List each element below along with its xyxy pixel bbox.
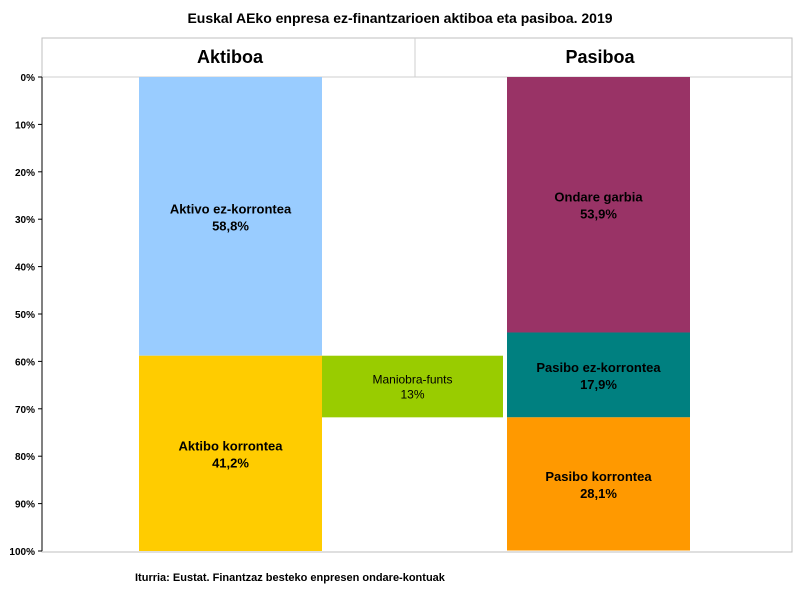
segment-value-label: 53,9% (580, 207, 617, 222)
chart-title: Euskal AEko enpresa ez-finantzarioen akt… (187, 10, 613, 26)
source-note: Iturria: Eustat. Finantzaz besteko enpre… (135, 572, 445, 584)
segment-label: Pasibo korrontea (545, 469, 652, 484)
column-header-pasiboa: Pasiboa (565, 47, 635, 67)
segment-value-label: 17,9% (580, 377, 617, 392)
y-tick-label: 20% (15, 168, 35, 179)
y-tick-label: 60% (15, 357, 35, 368)
bar-pasibo-ez-korrontea (507, 332, 690, 418)
bars (139, 77, 690, 551)
bridge-value-label: 13% (400, 388, 424, 402)
y-tick-label: 70% (15, 405, 35, 416)
segment-label: Aktivo ez-korrontea (170, 201, 292, 216)
y-tick-label: 80% (15, 452, 35, 463)
y-tick-label: 90% (15, 500, 35, 511)
y-axis: 0% 10% 20% 30% 40% 50% 60% 70% 80% 90% 100% (9, 73, 43, 558)
y-tick-label: 100% (9, 547, 35, 558)
column-header-aktiboa: Aktiboa (197, 47, 264, 67)
bar-pasibo-korrontea (507, 417, 690, 551)
bar-ondare-garbia (507, 77, 690, 333)
segment-labels: Aktivo ez-korrontea 58,8% Aktibo korrontea… (170, 190, 662, 501)
y-tick-label: 30% (15, 215, 35, 226)
bar-aktibo-korrontea (139, 355, 322, 551)
y-tick-label: 40% (15, 263, 35, 274)
y-tick-label: 10% (15, 120, 35, 131)
bar-maniobra-funts (322, 355, 503, 418)
y-tick-label: 0% (21, 73, 36, 84)
segment-label: Pasibo ez-korrontea (536, 360, 661, 375)
segment-value-label: 41,2% (212, 455, 249, 470)
segment-value-label: 58,8% (212, 218, 249, 233)
y-tick-label: 50% (15, 310, 35, 321)
bridge-label: Maniobra-funts (372, 373, 452, 387)
segment-value-label: 28,1% (580, 486, 617, 501)
segment-label: Aktibo korrontea (178, 438, 283, 453)
segment-label: Ondare garbia (554, 190, 643, 205)
bar-aktivo-ez-korrontea (139, 77, 322, 356)
